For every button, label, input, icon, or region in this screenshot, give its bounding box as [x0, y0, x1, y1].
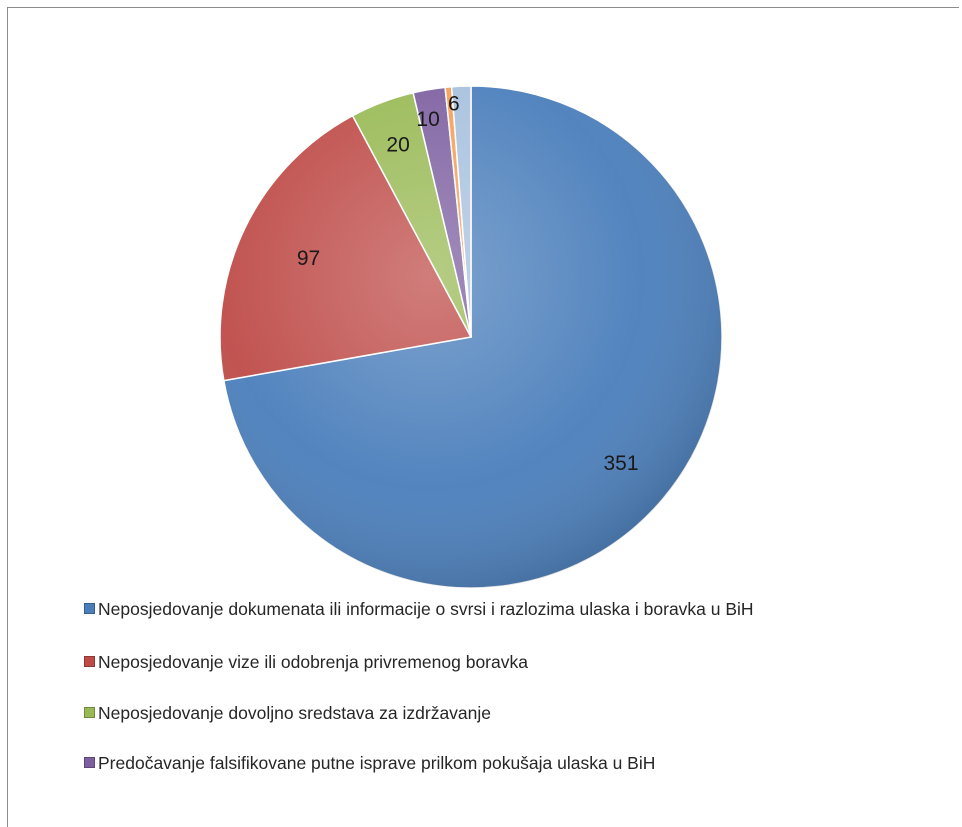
- slice-value-label: 97: [297, 247, 320, 270]
- slice-value-label: 351: [603, 452, 638, 475]
- pie-slices: [219, 85, 723, 589]
- legend-swatch: [84, 707, 95, 718]
- legend-item: Neposjedovanje vize ili odobrenja privre…: [80, 650, 820, 674]
- chart-frame: [7, 7, 959, 827]
- legend-swatch: [84, 656, 95, 667]
- legend-swatch: [84, 603, 95, 614]
- legend-swatch: [84, 757, 95, 768]
- data-labels: 351 97 20 10 6: [297, 93, 639, 475]
- legend-label: Neposjedovanje dokumenata ili informacij…: [98, 599, 754, 619]
- slice-value-label: 10: [416, 108, 439, 131]
- slice-value-label: 6: [448, 93, 460, 116]
- legend-item: Neposjedovanje dokumenata ili informacij…: [80, 597, 820, 621]
- legend-label: Neposjedovanje vize ili odobrenja privre…: [98, 652, 528, 672]
- legend-label: Predočavanje falsifikovane putne isprave…: [98, 753, 656, 773]
- legend-item: Predočavanje falsifikovane putne isprave…: [80, 751, 820, 775]
- legend-label: Neposjedovanje dovoljno sredstava za izd…: [98, 703, 492, 723]
- legend-item: Neposjedovanje dovoljno sredstava za izd…: [80, 701, 820, 725]
- slice-value-label: 20: [386, 134, 409, 157]
